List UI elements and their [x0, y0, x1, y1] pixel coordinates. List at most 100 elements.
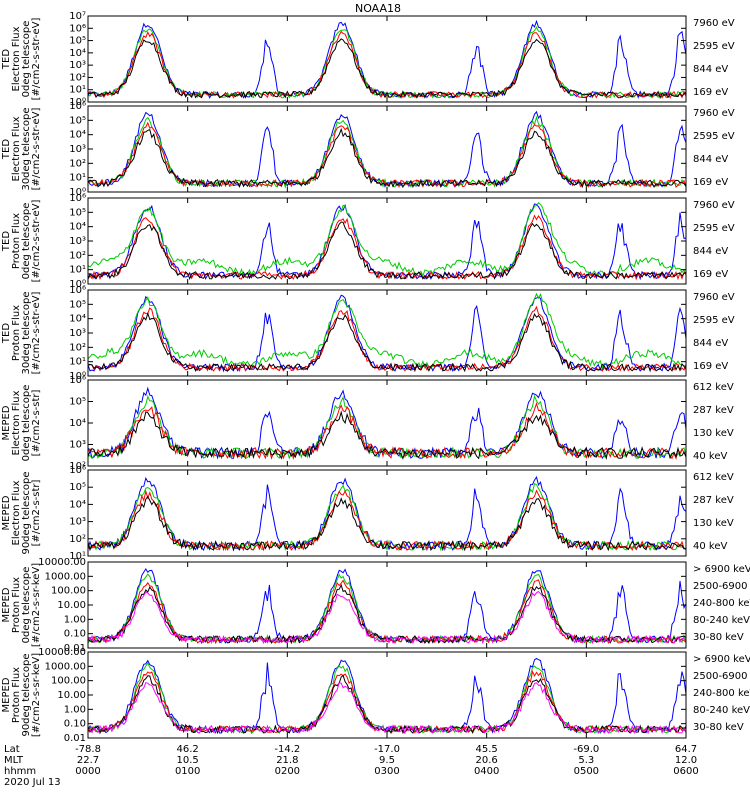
- y-tick-label: 10⁵: [69, 482, 86, 493]
- legend-entry: 7960 eV: [693, 18, 735, 29]
- y-axis-label: MEPEDProton Flux0deg telescope[#/cm2-s-s…: [1, 563, 42, 647]
- y-tick-label: 10⁶: [69, 101, 86, 112]
- legend-entry: 80-240 keV: [693, 615, 750, 626]
- y-tick-label: 10000.00: [38, 647, 86, 658]
- legend-entry: 2500-6900: [693, 671, 748, 682]
- y-tick-label: 0.10: [64, 629, 86, 640]
- y-tick-label: 10⁰: [69, 187, 86, 198]
- legend-entry: 30-80 keV: [693, 722, 744, 733]
- series-2500-6900-line: [87, 674, 687, 735]
- series-287-kev-line: [87, 401, 687, 461]
- y-tick-label: 10¹: [69, 173, 86, 184]
- y-tick-label: 10³: [69, 328, 86, 339]
- series-169-ev-line: [87, 203, 687, 281]
- x-tick-label: 0200: [275, 766, 300, 777]
- y-tick-label: 1000.00: [45, 571, 86, 582]
- y-tick-label: 0.01: [64, 733, 86, 744]
- y-axis-label: MEPEDElectron Flux0deg telescope[#/cm2-s…: [1, 385, 42, 462]
- legend-entry: 7960 eV: [693, 292, 735, 303]
- y-axis-label: TEDProton Flux30deg telescope[#/cm2-s-st…: [1, 291, 42, 374]
- legend-entry: 2595 eV: [693, 315, 735, 326]
- x-row-label: hhmm: [4, 766, 36, 777]
- y-tick-label: 10⁰: [69, 371, 86, 382]
- series-2595-ev-line: [87, 121, 687, 189]
- series-40-kev-line: [87, 475, 687, 552]
- x-tick-label: 0300: [374, 766, 399, 777]
- x-row-label: 2020 Jul 13: [4, 777, 61, 788]
- series-80-240-kev-line: [87, 573, 687, 645]
- legend-entry: 2500-6900: [693, 581, 748, 592]
- series--6900-kev-line: [87, 682, 687, 735]
- y-tick-label: 10⁴: [69, 418, 86, 429]
- series-2595-ev-line: [87, 214, 687, 281]
- series-844-ev-line: [87, 292, 687, 370]
- y-tick-label: 10⁵: [69, 397, 86, 408]
- y-tick-label: 10¹: [69, 357, 86, 368]
- y-tick-label: 10²: [69, 72, 86, 83]
- series--6900-kev-line: [87, 590, 687, 645]
- y-tick-label: 10.00: [57, 600, 86, 611]
- y-tick-label: 10²: [69, 342, 86, 353]
- y-tick-label: 10⁴: [69, 499, 86, 510]
- x-tick-label: 64.7: [675, 744, 697, 755]
- legend-entry: 844 eV: [693, 64, 728, 75]
- x-tick-label: -78.8: [75, 744, 101, 755]
- panel-frame: [87, 197, 687, 285]
- x-tick-label: -17.0: [374, 744, 400, 755]
- legend-entry: 2595 eV: [693, 131, 735, 142]
- panel-2: 10⁰ 10¹ 10² 10³ 10⁴ 10⁵ 10⁶ TEDElectron Flux30d…: [1, 101, 735, 198]
- y-tick-label: 10²: [69, 461, 86, 472]
- y-tick-label: 1.00: [64, 704, 86, 715]
- x-tick-label: 0500: [574, 766, 599, 777]
- y-axis-label: TEDElectron Flux0deg telescope[#/cm2-s-s…: [1, 18, 42, 101]
- y-tick-label: 10⁶: [69, 465, 86, 476]
- legend-entry: 287 keV: [693, 495, 734, 506]
- x-tick-label: 0600: [673, 766, 698, 777]
- legend-entry: 30-80 keV: [693, 632, 744, 643]
- x-tick-label: -14.2: [274, 744, 300, 755]
- legend-entry: 7960 eV: [693, 200, 735, 211]
- x-tick-label: 0000: [75, 766, 100, 777]
- y-tick-label: 10⁴: [69, 222, 86, 233]
- y-tick-label: 10⁴: [69, 314, 86, 325]
- y-tick-label: 10⁴: [69, 48, 86, 59]
- legend-entry: 169 eV: [693, 361, 728, 372]
- series-169-ev-line: [87, 110, 687, 188]
- y-tick-label: 1.00: [64, 614, 86, 625]
- x-row-label: Lat: [4, 744, 20, 755]
- y-tick-label: 10⁷: [69, 11, 86, 22]
- x-tick-label: 5.3: [578, 755, 594, 766]
- y-tick-label: 10⁰: [69, 279, 86, 290]
- legend-entry: 80-240 keV: [693, 705, 750, 716]
- panel-3: 10⁰ 10¹ 10² 10³ 10⁴ 10⁵ 10⁶ TEDProton Flux0deg …: [1, 193, 735, 290]
- y-tick-label: 10⁶: [69, 193, 86, 204]
- series-169-ev-line: [87, 294, 687, 373]
- series-7960-ev-line: [87, 311, 687, 373]
- series-2595-ev-line: [87, 30, 687, 99]
- series-287-kev-line: [87, 489, 687, 552]
- y-tick-label: 10⁶: [69, 285, 86, 296]
- y-axis-label: TEDElectron Flux30deg telescope[#/cm2-s-…: [1, 107, 42, 190]
- x-tick-label: 9.5: [379, 755, 395, 766]
- legend-entry: 40 keV: [693, 451, 727, 462]
- x-tick-label: 10.5: [177, 755, 199, 766]
- x-tick-label: 20.6: [476, 755, 498, 766]
- y-tick-label: 100.00: [51, 676, 86, 687]
- y-tick-label: 10⁵: [69, 115, 86, 126]
- x-tick-label: 21.8: [276, 755, 298, 766]
- y-tick-label: 10⁶: [69, 375, 86, 386]
- panel-6: 10¹ 10² 10³ 10⁴ 10⁵ 10⁶ MEPEDElectron Flux90de…: [1, 465, 734, 562]
- x-tick-label: 12.0: [675, 755, 697, 766]
- panel-5: 10² 10³ 10⁴ 10⁵ 10⁶ MEPEDElectron Flux0deg te…: [1, 375, 734, 472]
- series-7960-ev-line: [87, 38, 687, 100]
- legend-entry: 844 eV: [693, 154, 728, 165]
- y-tick-label: 10⁰: [69, 97, 86, 108]
- legend-entry: 612 keV: [693, 472, 734, 483]
- series-169-ev-line: [87, 19, 687, 99]
- legend-entry: 287 keV: [693, 405, 734, 416]
- x-tick-label: 46.2: [177, 744, 199, 755]
- y-tick-label: 0.01: [64, 643, 86, 654]
- legend-entry: 844 eV: [693, 338, 728, 349]
- legend-entry: 169 eV: [693, 269, 728, 280]
